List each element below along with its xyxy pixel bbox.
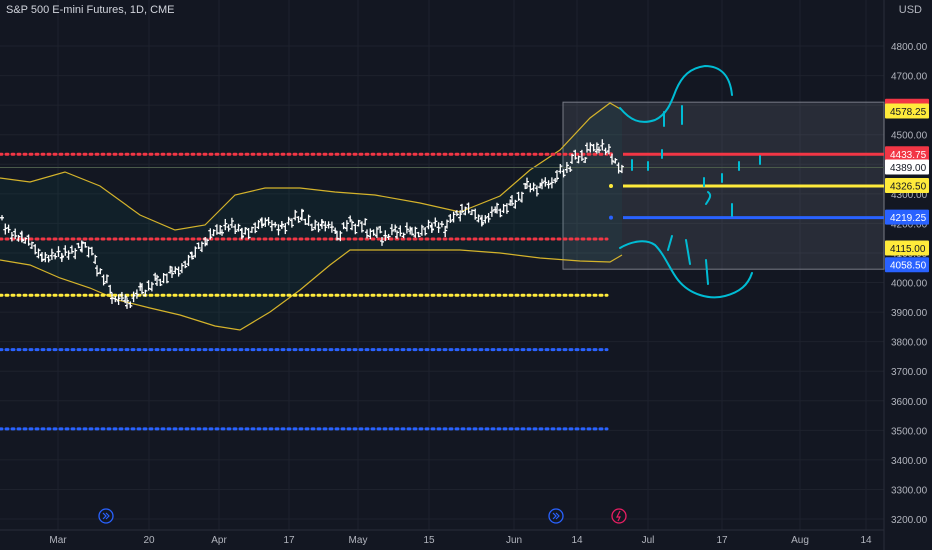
currency-label[interactable]: USD xyxy=(898,4,922,16)
lightning-icon xyxy=(616,510,621,522)
y-axis-tick-label: 4500.00 xyxy=(891,131,928,142)
x-axis-tick-label: 20 xyxy=(143,535,155,546)
drawing-stroke[interactable] xyxy=(619,240,753,299)
level-anchor-dot xyxy=(609,215,613,220)
price-tag[interactable] xyxy=(885,257,929,273)
x-axis-tick-label: Mar xyxy=(49,535,67,546)
y-axis-tick-label: 3600.00 xyxy=(891,397,928,408)
y-axis-tick-label: 3900.00 xyxy=(891,308,928,319)
y-axis-tick-label: 4200.00 xyxy=(891,219,928,230)
x-axis-tick-label: 15 xyxy=(423,535,435,546)
price-tag-label: 4326.50 xyxy=(890,181,927,192)
x-axis-tick-label: May xyxy=(349,535,368,546)
drawing-stroke[interactable] xyxy=(705,259,709,285)
y-axis-tick-label: 4700.00 xyxy=(891,72,928,83)
price-tag[interactable] xyxy=(885,159,929,175)
band-lower-line xyxy=(0,249,623,331)
chevron-right-icon xyxy=(552,512,560,520)
y-axis-tick-label: 3700.00 xyxy=(891,367,928,378)
x-axis-tick-label: 14 xyxy=(860,535,872,546)
x-axis-tick-label: Jun xyxy=(506,535,522,546)
chart-title: S&P 500 E-mini Futures, 1D, CME xyxy=(6,4,175,16)
drawing-stroke[interactable] xyxy=(619,64,733,123)
x-axis-tick-label: 17 xyxy=(283,535,295,546)
y-axis-tick-label: 4000.00 xyxy=(891,279,928,290)
price-tag[interactable] xyxy=(885,209,929,225)
price-tag-label: 4578.25 xyxy=(890,107,927,118)
x-axis-tick-label: 14 xyxy=(571,535,583,546)
y-axis-tick-label: 4300.00 xyxy=(891,190,928,201)
price-tag-label: 4219.25 xyxy=(890,213,927,224)
price-tag-label: 4058.50 xyxy=(890,261,927,272)
drawing-stroke[interactable] xyxy=(667,235,673,251)
price-tag-label: 4115.00 xyxy=(890,244,926,255)
drawing-stroke[interactable] xyxy=(685,239,691,265)
price-tag[interactable] xyxy=(885,146,929,162)
y-axis-tick-label: 3800.00 xyxy=(891,338,928,349)
price-tag-label: 4433.75 xyxy=(890,150,927,161)
dividend-lightning-icon[interactable] xyxy=(611,508,627,524)
y-axis-tick-label: 3500.00 xyxy=(891,426,928,437)
y-axis-tick-label: 3200.00 xyxy=(891,515,928,526)
x-axis-tick-label: Aug xyxy=(791,535,809,546)
price-tag[interactable] xyxy=(885,240,929,256)
level-anchor-dot xyxy=(609,183,613,188)
y-axis-tick-label: 3300.00 xyxy=(891,485,928,496)
drawing-stroke[interactable] xyxy=(705,191,712,205)
price-tag[interactable] xyxy=(885,177,929,193)
y-axis-tick-label: 3400.00 xyxy=(891,456,928,467)
x-axis-tick-label: 17 xyxy=(716,535,728,546)
chevron-right-icon xyxy=(102,512,110,520)
x-axis-tick-label: Jul xyxy=(642,535,655,546)
price-tag-label: 4389.00 xyxy=(890,163,927,174)
x-axis-tick-label: Apr xyxy=(211,535,227,546)
price-tag[interactable] xyxy=(885,103,929,119)
y-axis-tick-label: 4800.00 xyxy=(891,42,928,53)
